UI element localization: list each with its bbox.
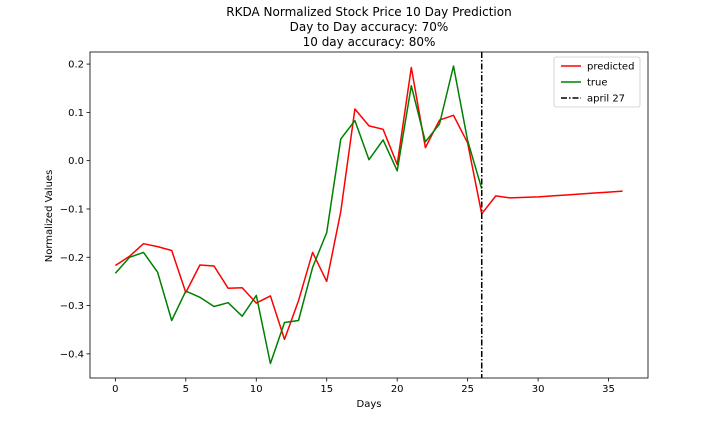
x-tick-label: 35: [602, 384, 615, 395]
plot-area: [114, 52, 623, 378]
x-tick-label: 20: [391, 384, 404, 395]
x-tick-label: 10: [250, 384, 263, 395]
x-tick-label: 0: [112, 384, 118, 395]
x-tick-label: 25: [461, 384, 474, 395]
chart-title-line-1: RKDA Normalized Stock Price 10 Day Predi…: [226, 5, 511, 19]
y-axis-label: Normalized Values: [44, 170, 55, 263]
y-tick-label: 0.0: [68, 156, 84, 167]
chart-title: RKDA Normalized Stock Price 10 Day Predi…: [226, 5, 511, 49]
legend-label-predicted: predicted: [587, 62, 634, 73]
legend-label-april-27: april 27: [587, 94, 625, 105]
series-line-predicted: [114, 66, 623, 341]
x-tick-label: 15: [320, 384, 333, 395]
legend: predicted true april 27: [553, 56, 641, 108]
chart-title-line-2: Day to Day accuracy: 70%: [290, 20, 449, 34]
y-tick-label: −0.3: [60, 301, 84, 312]
x-tick-label: 5: [183, 384, 189, 395]
y-tick-label: −0.4: [60, 349, 84, 360]
series-line-true: [114, 65, 483, 365]
y-tick-label: 0.2: [68, 60, 84, 71]
y-tick-label: −0.2: [60, 253, 84, 264]
legend-box: [553, 56, 641, 108]
chart-title-line-3: 10 day accuracy: 80%: [303, 35, 436, 49]
x-axis-label: Days: [357, 399, 382, 410]
axes-frame: [89, 51, 649, 379]
y-tick-label: 0.1: [68, 108, 84, 119]
x-tick-label: 30: [532, 384, 545, 395]
y-tick-label: −0.1: [60, 204, 84, 215]
axes: 0 5 10 15 20 25 30 35 −0.4 −0.3 −0.2 −0.1 0.0 0.1 0.2: [60, 51, 649, 395]
legend-label-true: true: [587, 78, 608, 89]
